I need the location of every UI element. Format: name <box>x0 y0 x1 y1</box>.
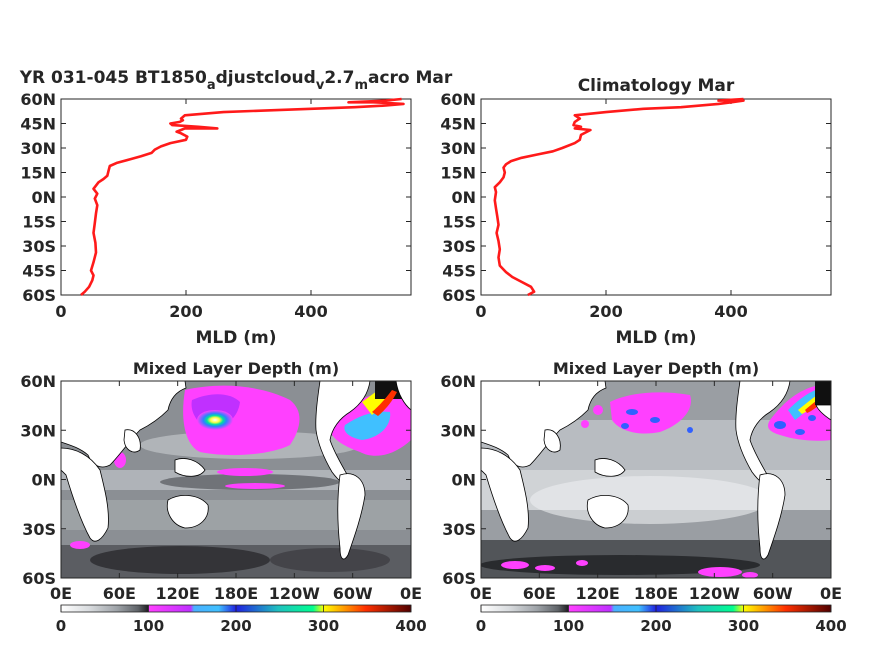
plot-area <box>60 98 412 296</box>
x-tick-label: 400 <box>714 302 747 321</box>
x-tick-label: 0 <box>55 302 66 321</box>
y-tick-label: 45S <box>22 262 56 281</box>
title-segment: 2.7 <box>324 68 354 88</box>
colorbar-climatology: 0 100 200 300 400 <box>476 604 847 635</box>
x-tick-label: 120E <box>576 584 620 603</box>
title-segment: v <box>316 78 325 93</box>
x-axis-label: MLD (m) <box>195 328 276 348</box>
x-tick-label: 120W <box>269 584 320 603</box>
colorbar-tick-label: 300 <box>728 617 759 635</box>
y-tick-label: 60N <box>440 372 476 391</box>
y-tick-label: 30S <box>22 237 56 256</box>
y-tick-label: 60N <box>20 372 56 391</box>
y-tick-label: 30N <box>20 139 56 158</box>
land-mask <box>481 381 831 560</box>
y-tick-label: 30N <box>440 421 476 440</box>
y-tick-label: 0N <box>451 471 476 490</box>
y-tick-label: 60S <box>22 286 56 305</box>
colorbar-tick-label: 100 <box>133 617 164 635</box>
y-tick-label: 30S <box>442 237 476 256</box>
y-tick-label: 30S <box>22 520 56 539</box>
y-tick-label: 15S <box>442 213 476 232</box>
x-tick-label: 400 <box>294 302 327 321</box>
x-tick-label: 0E <box>820 584 842 603</box>
title-segment: a <box>207 78 216 93</box>
x-axis-label: MLD (m) <box>615 328 696 348</box>
x-tick-label: 60W <box>753 584 793 603</box>
y-tick-label: 45N <box>20 115 56 134</box>
y-tick-label: 60S <box>442 286 476 305</box>
title-segment: YR 031-045 BT1850 <box>19 68 207 88</box>
x-tick-label: 60E <box>103 584 136 603</box>
y-tick-label: 15N <box>440 164 476 183</box>
title-segment: m <box>354 78 368 93</box>
colorbar-tick-label: 0 <box>476 617 486 635</box>
y-tick-label: 45N <box>440 115 476 134</box>
colorbar-tick-label: 300 <box>308 617 339 635</box>
y-tick-label: 45S <box>442 262 476 281</box>
land-mask <box>61 381 411 560</box>
title-segment: acro Mar <box>368 68 453 88</box>
y-tick-label: 30S <box>442 520 476 539</box>
mld-profile-line <box>493 97 745 297</box>
x-tick-label: 0E <box>400 584 422 603</box>
panel-title: Climatology Mar <box>578 76 735 96</box>
panel-title: Mixed Layer Depth (m) <box>133 359 339 378</box>
panel-title: Mixed Layer Depth (m) <box>553 359 759 378</box>
colorbar-tick-label: 200 <box>640 617 671 635</box>
colorbar-tick-label: 0 <box>56 617 66 635</box>
plot-area <box>480 98 832 296</box>
x-tick-label: 0E <box>470 584 492 603</box>
y-tick-label: 30N <box>440 139 476 158</box>
x-tick-label: 180E <box>634 584 678 603</box>
x-tick-label: 200 <box>589 302 622 321</box>
x-tick-label: 200 <box>169 302 202 321</box>
y-tick-label: 60S <box>442 569 476 588</box>
y-tick-label: 60N <box>440 90 476 109</box>
colorbar-model: 0 100 200 300 400 <box>56 604 427 635</box>
x-tick-label: 60W <box>333 584 373 603</box>
y-tick-label: 30N <box>20 421 56 440</box>
y-tick-label: 15N <box>20 164 56 183</box>
y-tick-label: 0N <box>31 188 56 207</box>
x-tick-label: 60E <box>523 584 556 603</box>
title-segment: djustcloud <box>216 68 316 88</box>
x-tick-label: 180E <box>214 584 258 603</box>
x-tick-label: 0 <box>475 302 486 321</box>
panel-title: YR 031-045 BT1850adjustcloudv2.7macro Ma… <box>19 68 453 93</box>
y-tick-label: 60S <box>22 569 56 588</box>
colorbar-tick-label: 100 <box>553 617 584 635</box>
colorbar-tick-label: 400 <box>395 617 426 635</box>
x-tick-label: 120E <box>156 584 200 603</box>
y-tick-label: 0N <box>451 188 476 207</box>
colorbar-tick-label: 400 <box>815 617 846 635</box>
colorbar-tick-label: 200 <box>220 617 251 635</box>
y-tick-label: 0N <box>31 471 56 490</box>
y-tick-label: 15S <box>22 213 56 232</box>
y-tick-label: 60N <box>20 90 56 109</box>
mld-profile-line <box>80 97 405 296</box>
x-tick-label: 120W <box>689 584 740 603</box>
x-tick-label: 0E <box>50 584 72 603</box>
